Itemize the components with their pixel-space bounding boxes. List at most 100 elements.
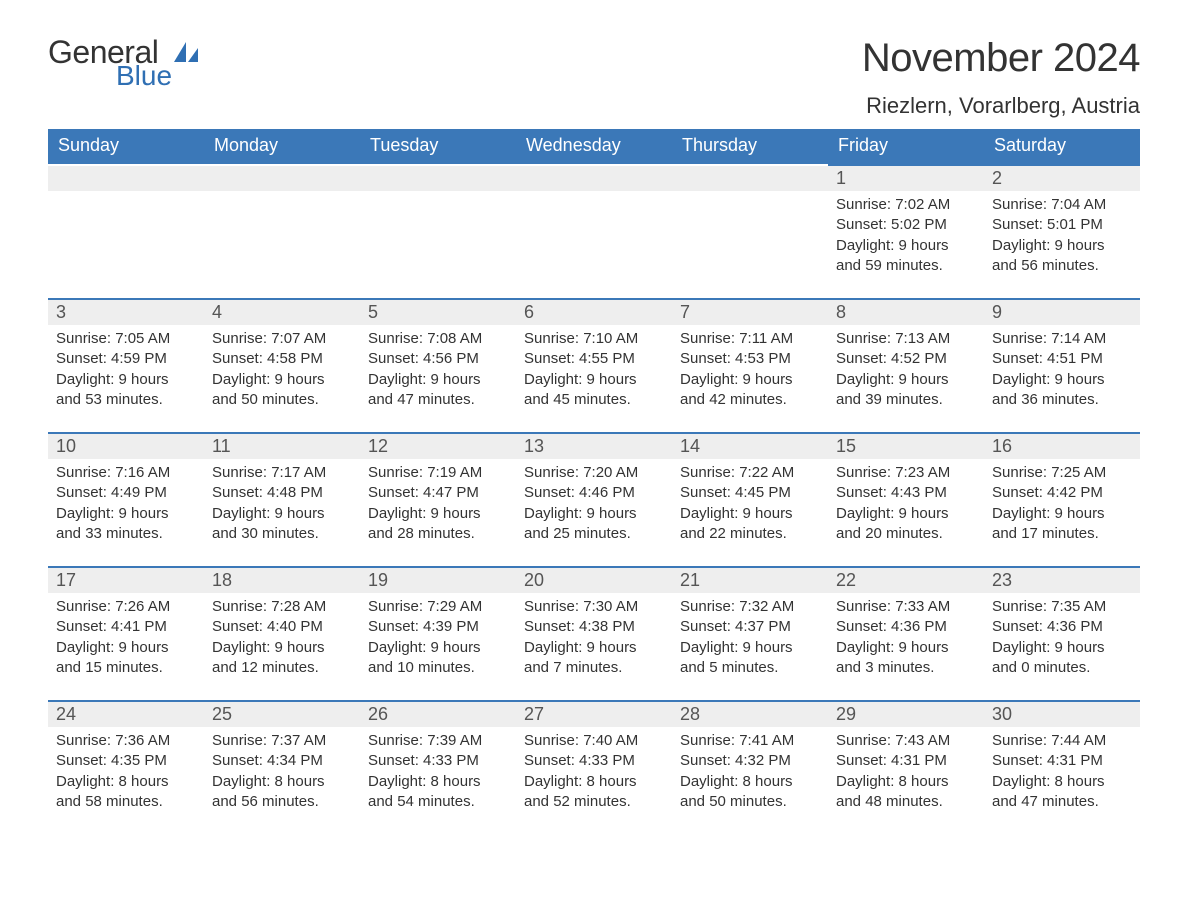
day-cell: 17Sunrise: 7:26 AMSunset: 4:41 PMDayligh… [48,566,204,682]
day-cell: 4Sunrise: 7:07 AMSunset: 4:58 PMDaylight… [204,298,360,414]
day-cell: 9Sunrise: 7:14 AMSunset: 4:51 PMDaylight… [984,298,1140,414]
day-cell: 1Sunrise: 7:02 AMSunset: 5:02 PMDaylight… [828,164,984,280]
empty-day-bar [204,166,360,191]
sunset-text: Sunset: 4:37 PM [680,617,820,637]
daylight-text-line1: Daylight: 9 hours [680,370,820,390]
daylight-text-line2: and 5 minutes. [680,658,820,678]
day-number: 19 [360,568,516,593]
empty-day-bar [360,166,516,191]
daylight-text-line1: Daylight: 9 hours [836,236,976,256]
day-content: Sunrise: 7:36 AMSunset: 4:35 PMDaylight:… [48,727,204,816]
sunrise-text: Sunrise: 7:26 AM [56,597,196,617]
day-content: Sunrise: 7:37 AMSunset: 4:34 PMDaylight:… [204,727,360,816]
daylight-text-line2: and 50 minutes. [212,390,352,410]
day-number: 15 [828,434,984,459]
day-cell: 22Sunrise: 7:33 AMSunset: 4:36 PMDayligh… [828,566,984,682]
daylight-text-line1: Daylight: 8 hours [212,772,352,792]
daylight-text-line1: Daylight: 8 hours [56,772,196,792]
day-content: Sunrise: 7:25 AMSunset: 4:42 PMDaylight:… [984,459,1140,548]
daylight-text-line2: and 20 minutes. [836,524,976,544]
sunrise-text: Sunrise: 7:16 AM [56,463,196,483]
day-number: 7 [672,300,828,325]
logo-text: General Blue [48,36,172,90]
day-cell: 30Sunrise: 7:44 AMSunset: 4:31 PMDayligh… [984,700,1140,816]
day-number: 5 [360,300,516,325]
day-number: 8 [828,300,984,325]
day-cell: 24Sunrise: 7:36 AMSunset: 4:35 PMDayligh… [48,700,204,816]
sunrise-text: Sunrise: 7:08 AM [368,329,508,349]
sunrise-text: Sunrise: 7:22 AM [680,463,820,483]
daylight-text-line2: and 47 minutes. [992,792,1132,812]
day-content: Sunrise: 7:13 AMSunset: 4:52 PMDaylight:… [828,325,984,414]
day-content: Sunrise: 7:39 AMSunset: 4:33 PMDaylight:… [360,727,516,816]
sunrise-text: Sunrise: 7:32 AM [680,597,820,617]
location-subtitle: Riezlern, Vorarlberg, Austria [862,93,1140,119]
day-cell [516,164,672,280]
weekday-header: Friday [828,129,984,164]
day-number: 2 [984,166,1140,191]
day-cell [360,164,516,280]
day-number: 14 [672,434,828,459]
day-cell: 2Sunrise: 7:04 AMSunset: 5:01 PMDaylight… [984,164,1140,280]
day-cell: 26Sunrise: 7:39 AMSunset: 4:33 PMDayligh… [360,700,516,816]
daylight-text-line1: Daylight: 9 hours [56,504,196,524]
daylight-text-line1: Daylight: 9 hours [992,236,1132,256]
sunrise-text: Sunrise: 7:07 AM [212,329,352,349]
day-content: Sunrise: 7:35 AMSunset: 4:36 PMDaylight:… [984,593,1140,682]
day-content: Sunrise: 7:20 AMSunset: 4:46 PMDaylight:… [516,459,672,548]
day-content: Sunrise: 7:17 AMSunset: 4:48 PMDaylight:… [204,459,360,548]
daylight-text-line1: Daylight: 9 hours [680,638,820,658]
daylight-text-line2: and 7 minutes. [524,658,664,678]
day-content: Sunrise: 7:40 AMSunset: 4:33 PMDaylight:… [516,727,672,816]
day-content: Sunrise: 7:04 AMSunset: 5:01 PMDaylight:… [984,191,1140,280]
day-number: 1 [828,166,984,191]
daylight-text-line2: and 25 minutes. [524,524,664,544]
sunrise-text: Sunrise: 7:20 AM [524,463,664,483]
sunrise-text: Sunrise: 7:43 AM [836,731,976,751]
calendar: SundayMondayTuesdayWednesdayThursdayFrid… [48,129,1140,816]
title-block: November 2024 Riezlern, Vorarlberg, Aust… [862,36,1140,119]
sunset-text: Sunset: 4:55 PM [524,349,664,369]
sunset-text: Sunset: 4:36 PM [992,617,1132,637]
sunrise-text: Sunrise: 7:10 AM [524,329,664,349]
sunset-text: Sunset: 4:31 PM [836,751,976,771]
day-cell: 25Sunrise: 7:37 AMSunset: 4:34 PMDayligh… [204,700,360,816]
daylight-text-line1: Daylight: 8 hours [368,772,508,792]
daylight-text-line2: and 58 minutes. [56,792,196,812]
sunrise-text: Sunrise: 7:44 AM [992,731,1132,751]
daylight-text-line2: and 36 minutes. [992,390,1132,410]
sunrise-text: Sunrise: 7:41 AM [680,731,820,751]
day-cell: 27Sunrise: 7:40 AMSunset: 4:33 PMDayligh… [516,700,672,816]
logo: General Blue [48,36,200,90]
day-cell: 28Sunrise: 7:41 AMSunset: 4:32 PMDayligh… [672,700,828,816]
daylight-text-line1: Daylight: 8 hours [680,772,820,792]
sunset-text: Sunset: 4:53 PM [680,349,820,369]
daylight-text-line2: and 56 minutes. [992,256,1132,276]
daylight-text-line2: and 42 minutes. [680,390,820,410]
sunset-text: Sunset: 4:35 PM [56,751,196,771]
day-number: 24 [48,702,204,727]
day-number: 22 [828,568,984,593]
sunset-text: Sunset: 4:45 PM [680,483,820,503]
sunrise-text: Sunrise: 7:28 AM [212,597,352,617]
daylight-text-line2: and 48 minutes. [836,792,976,812]
header: General Blue November 2024 Riezlern, Vor… [48,36,1140,119]
daylight-text-line2: and 3 minutes. [836,658,976,678]
day-number: 3 [48,300,204,325]
daylight-text-line1: Daylight: 9 hours [836,370,976,390]
sunset-text: Sunset: 4:58 PM [212,349,352,369]
daylight-text-line2: and 30 minutes. [212,524,352,544]
empty-day-bar [48,166,204,191]
day-content: Sunrise: 7:23 AMSunset: 4:43 PMDaylight:… [828,459,984,548]
day-number: 17 [48,568,204,593]
sunrise-text: Sunrise: 7:13 AM [836,329,976,349]
sunrise-text: Sunrise: 7:29 AM [368,597,508,617]
sunset-text: Sunset: 4:42 PM [992,483,1132,503]
sunset-text: Sunset: 4:56 PM [368,349,508,369]
day-cell: 11Sunrise: 7:17 AMSunset: 4:48 PMDayligh… [204,432,360,548]
daylight-text-line1: Daylight: 9 hours [836,504,976,524]
day-content: Sunrise: 7:28 AMSunset: 4:40 PMDaylight:… [204,593,360,682]
daylight-text-line1: Daylight: 9 hours [56,370,196,390]
week-row: 1Sunrise: 7:02 AMSunset: 5:02 PMDaylight… [48,164,1140,280]
day-number: 16 [984,434,1140,459]
